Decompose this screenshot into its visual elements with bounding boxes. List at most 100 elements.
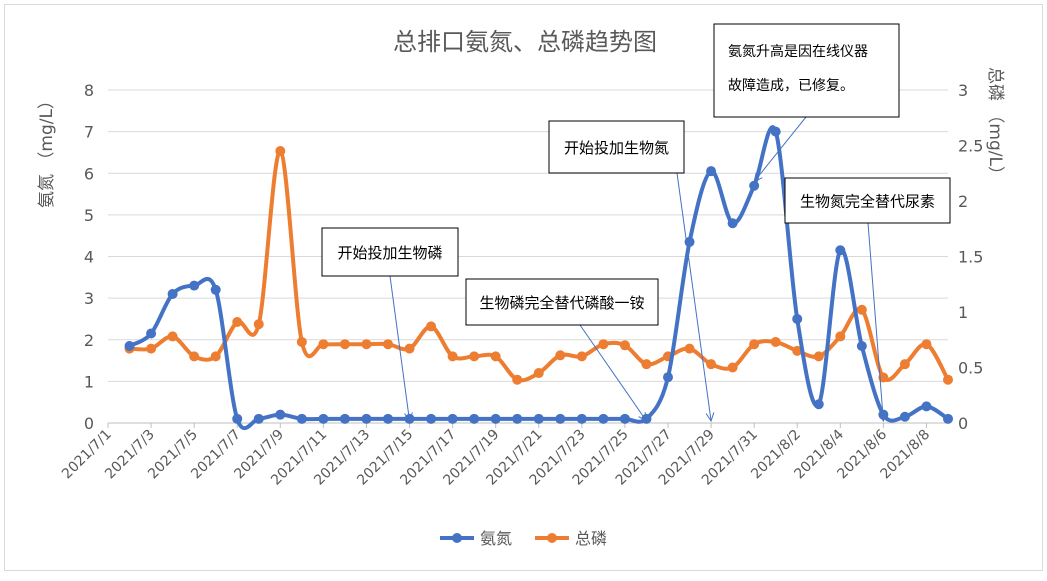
- series-point-总磷: [727, 362, 738, 373]
- series-point-氨氮: [232, 413, 243, 424]
- series-point-总磷: [749, 339, 760, 350]
- series-point-总磷: [339, 339, 350, 350]
- series-point-氨氮: [512, 413, 523, 424]
- annotation-box: [784, 177, 951, 224]
- y-right-tick-label: 3: [958, 81, 968, 100]
- series-point-氨氮: [533, 413, 544, 424]
- series-point-总磷: [813, 351, 824, 362]
- series-point-氨氮: [469, 413, 480, 424]
- annotation-text: 氨氮升高是因在线仪器: [728, 43, 868, 60]
- series-point-氨氮: [253, 413, 264, 424]
- series-point-氨氮: [706, 166, 717, 177]
- annotation-arrowhead: [878, 412, 888, 423]
- series-point-总磷: [576, 351, 587, 362]
- series-point-总磷: [383, 339, 393, 350]
- series-point-氨氮: [770, 126, 781, 137]
- series-point-总磷: [426, 321, 437, 332]
- series-point-氨氮: [835, 245, 846, 256]
- legend-label-氨氮: 氨氮: [480, 529, 512, 548]
- y-left-tick-label: 2: [84, 331, 94, 350]
- series-point-总磷: [253, 319, 264, 330]
- y-left-tick-label: 7: [84, 123, 94, 142]
- y-left-tick-label: 5: [84, 206, 94, 225]
- series-point-总磷: [684, 343, 695, 354]
- series-point-总磷: [275, 146, 286, 157]
- series-point-氨氮: [361, 413, 372, 424]
- annotation-arrow: [389, 275, 411, 422]
- annotation-text: 开始投加生物氮: [564, 139, 669, 157]
- series-point-氨氮: [318, 413, 329, 424]
- series-point-总磷: [770, 336, 781, 347]
- series-point-总磷: [167, 331, 178, 342]
- series-point-总磷: [210, 351, 221, 362]
- series-point-氨氮: [189, 280, 200, 291]
- series-point-氨氮: [727, 218, 738, 229]
- series-point-氨氮: [921, 401, 932, 412]
- series-point-氨氮: [899, 411, 910, 422]
- annotation-arrowhead: [753, 172, 763, 183]
- series-layer: [124, 125, 953, 431]
- chart-title: 总排口氨氮、总磷趋势图: [393, 28, 657, 56]
- series-point-氨氮: [426, 413, 437, 424]
- series-point-氨氮: [124, 340, 135, 351]
- series-point-氨氮: [490, 413, 501, 424]
- series-point-总磷: [921, 339, 932, 350]
- y-right-tick-label: 1.5: [958, 248, 983, 267]
- y-left-tick-label: 6: [84, 164, 94, 183]
- series-point-总磷: [792, 345, 803, 356]
- annotation-box: [465, 278, 659, 326]
- series-point-总磷: [555, 350, 566, 361]
- legend-marker-总磷: [547, 533, 557, 543]
- series-point-总磷: [706, 359, 717, 370]
- series-line-总磷: [129, 149, 950, 383]
- annotation-arrowhead: [404, 412, 413, 423]
- series-point-氨氮: [943, 413, 953, 424]
- series-point-氨氮: [296, 413, 307, 424]
- series-point-总磷: [619, 340, 630, 351]
- annotation-text: 生物磷完全替代磷酸一铵: [479, 294, 644, 312]
- annotation-text: 生物氮完全替代尿素: [800, 193, 935, 211]
- series-point-氨氮: [598, 413, 609, 424]
- y-right-tick-label: 0.5: [958, 359, 983, 378]
- series-point-总磷: [533, 368, 544, 379]
- series-point-总磷: [404, 343, 415, 354]
- series-point-总磷: [856, 304, 867, 315]
- annotation-arrow: [867, 222, 884, 422]
- series-point-氨氮: [576, 413, 587, 424]
- series-point-氨氮: [749, 180, 760, 191]
- legend-marker-氨氮: [452, 533, 462, 543]
- series-point-氨氮: [619, 413, 630, 424]
- series-point-总磷: [361, 339, 372, 350]
- annotation-arrow: [676, 172, 712, 422]
- series-point-总磷: [232, 316, 243, 327]
- series-point-氨氮: [813, 399, 824, 410]
- series-point-总磷: [189, 351, 200, 362]
- y-right-tick-label: 1: [958, 303, 968, 322]
- series-point-氨氮: [275, 409, 286, 420]
- annotation-arrow: [579, 324, 647, 422]
- series-point-氨氮: [146, 328, 157, 339]
- annotation-text: 开始投加生物磷: [337, 244, 442, 262]
- annotation-box: [548, 120, 685, 174]
- series-point-总磷: [878, 372, 889, 383]
- y-left-tick-label: 8: [84, 81, 94, 100]
- annotation-box: [321, 227, 459, 277]
- y-left-tick-label: 4: [84, 248, 94, 267]
- y-right-tick-label: 0: [958, 414, 968, 433]
- series-point-总磷: [490, 351, 501, 362]
- series-point-总磷: [598, 339, 609, 350]
- annotation-text: 故障造成，已修复。: [728, 77, 854, 94]
- series-point-氨氮: [856, 340, 867, 351]
- y-axis-right-label: 总磷 （mg/L）: [985, 67, 1005, 183]
- series-point-总磷: [447, 351, 458, 362]
- series-point-氨氮: [339, 413, 350, 424]
- series-point-总磷: [835, 331, 846, 342]
- series-point-氨氮: [792, 313, 803, 324]
- y-left-tick-label: 3: [84, 289, 94, 308]
- y-left-tick-label: 0: [84, 414, 94, 433]
- y-left-tick-label: 1: [84, 372, 94, 391]
- series-point-总磷: [296, 336, 307, 347]
- series-point-总磷: [943, 374, 953, 385]
- series-point-总磷: [512, 374, 523, 385]
